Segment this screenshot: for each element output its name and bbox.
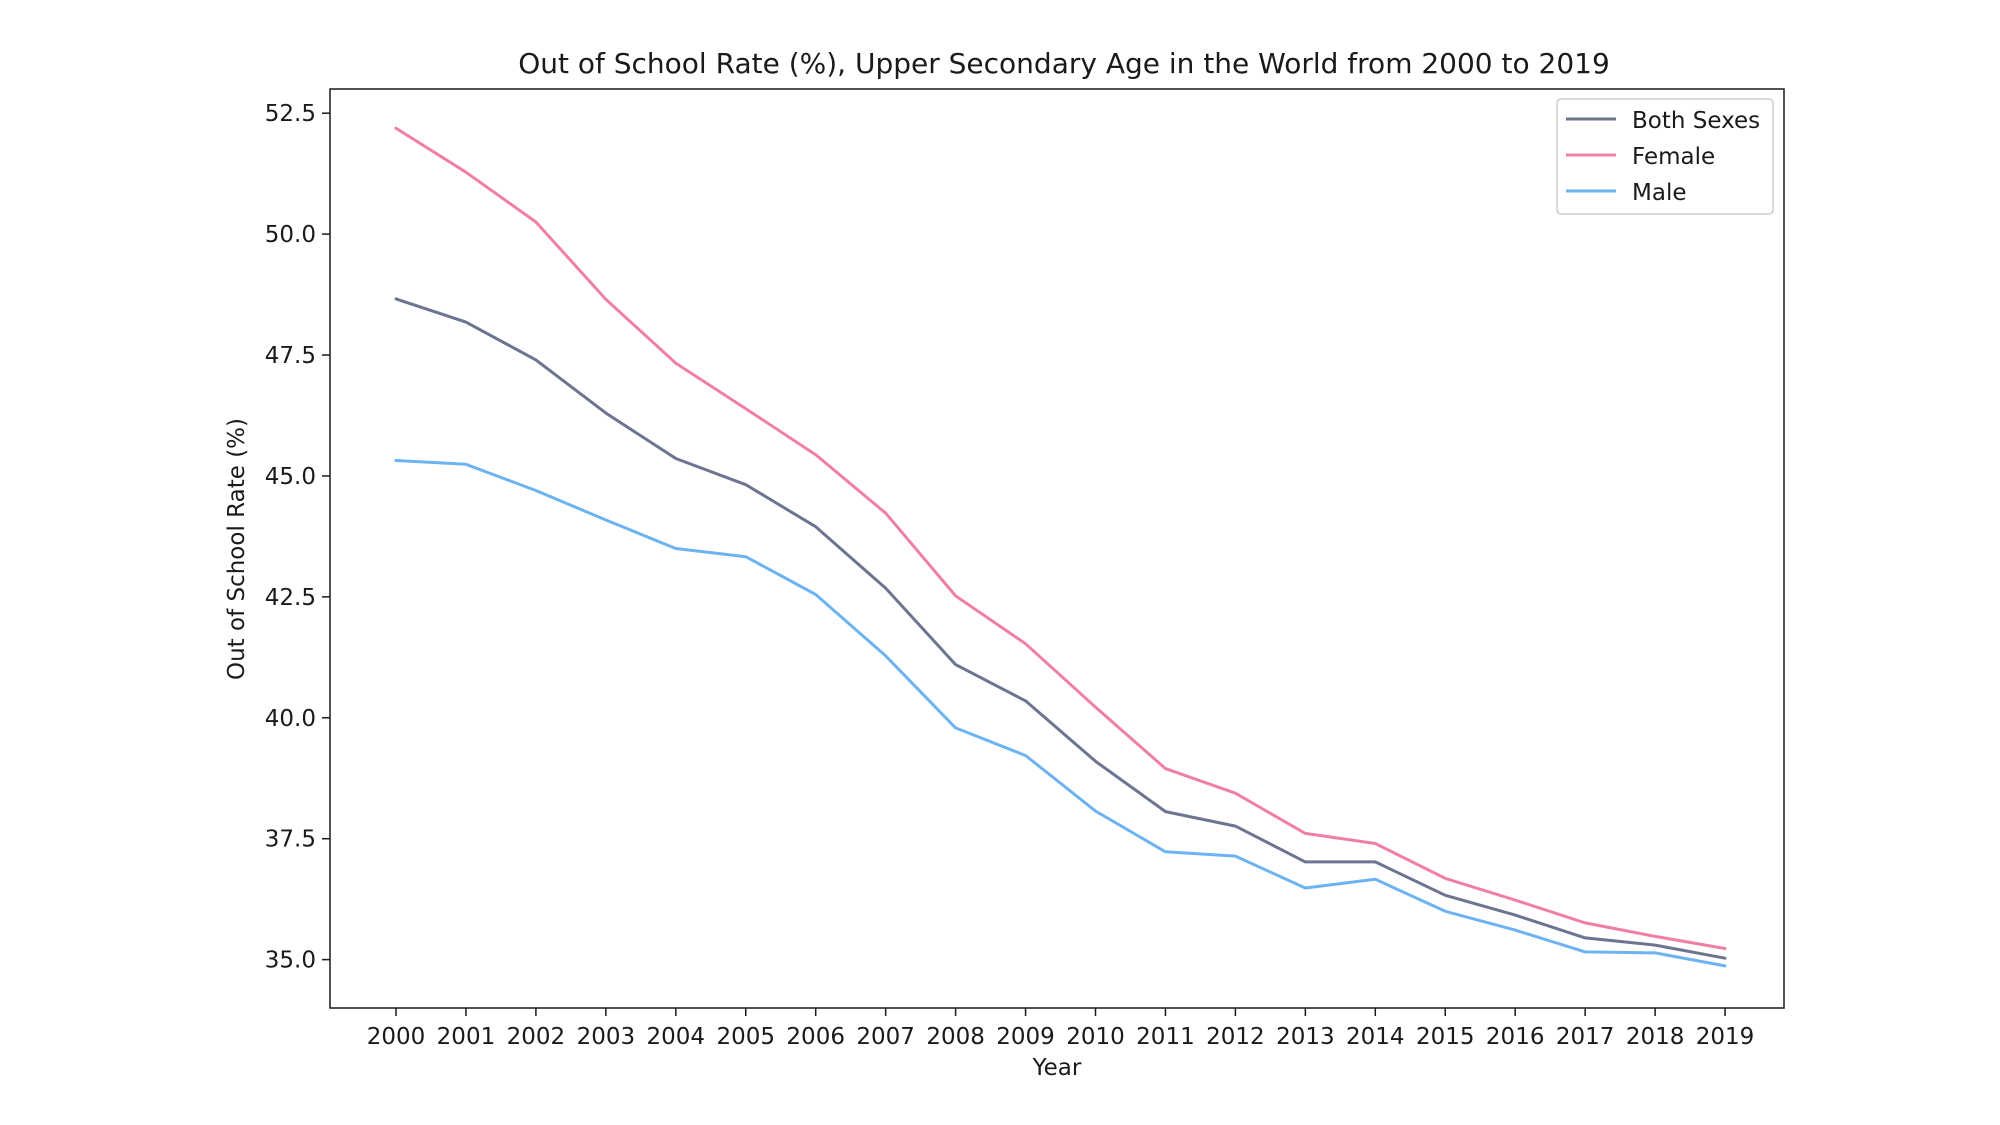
x-tick-label: 2009 — [996, 1024, 1055, 1050]
x-axis-title: Year — [1032, 1055, 1082, 1081]
series-line-female — [394, 126, 1727, 950]
y-tick-label: 47.5 — [265, 343, 316, 369]
legend-label-male: Male — [1632, 180, 1686, 206]
x-tick-label: 2010 — [1066, 1024, 1125, 1050]
legend-box — [1556, 98, 1774, 215]
x-tick-label: 2001 — [437, 1024, 496, 1050]
series-lines — [394, 126, 1727, 968]
legend: Both Sexes Female Male — [1556, 98, 1774, 215]
x-tick-label: 2019 — [1696, 1024, 1755, 1050]
y-tick-label: 52.5 — [265, 101, 316, 127]
x-tick-label: 2003 — [577, 1024, 636, 1050]
series-line-both-sexes — [394, 297, 1727, 960]
y-tick-label: 37.5 — [265, 827, 316, 853]
y-tick-label: 35.0 — [265, 948, 316, 974]
y-axis-title: Out of School Rate (%) — [224, 418, 250, 680]
x-tick-label: 2013 — [1276, 1024, 1335, 1050]
x-tick-label: 2014 — [1346, 1024, 1405, 1050]
y-tick-label: 40.0 — [265, 706, 316, 732]
x-tick-label: 2011 — [1136, 1024, 1195, 1050]
x-axis: 2000 2001 2002 2003 2004 2005 2006 2007 2008 2009… — [367, 1008, 1755, 1050]
x-tick-label: 2005 — [716, 1024, 775, 1050]
y-tick-label: 45.0 — [265, 464, 316, 490]
x-tick-label: 2018 — [1626, 1024, 1685, 1050]
x-tick-label: 2012 — [1206, 1024, 1265, 1050]
y-axis: 35.0 37.5 40.0 42.5 45.0 47.5 50.0 52.5 — [265, 101, 330, 974]
series-line-male — [394, 459, 1727, 968]
x-tick-label: 2006 — [786, 1024, 845, 1050]
y-tick-label: 42.5 — [265, 585, 316, 611]
x-tick-label: 2000 — [367, 1024, 426, 1050]
plot-area — [329, 88, 1785, 1009]
x-tick-label: 2015 — [1416, 1024, 1475, 1050]
legend-label-both-sexes: Both Sexes — [1632, 108, 1760, 134]
x-tick-label: 2016 — [1486, 1024, 1545, 1050]
x-tick-label: 2008 — [926, 1024, 985, 1050]
x-tick-label: 2017 — [1556, 1024, 1615, 1050]
y-tick-label: 50.0 — [265, 222, 316, 248]
x-tick-label: 2004 — [647, 1024, 706, 1050]
x-tick-label: 2002 — [507, 1024, 566, 1050]
chart-title: Out of School Rate (%), Upper Secondary … — [518, 47, 1610, 80]
legend-label-female: Female — [1632, 144, 1715, 170]
x-tick-label: 2007 — [856, 1024, 915, 1050]
